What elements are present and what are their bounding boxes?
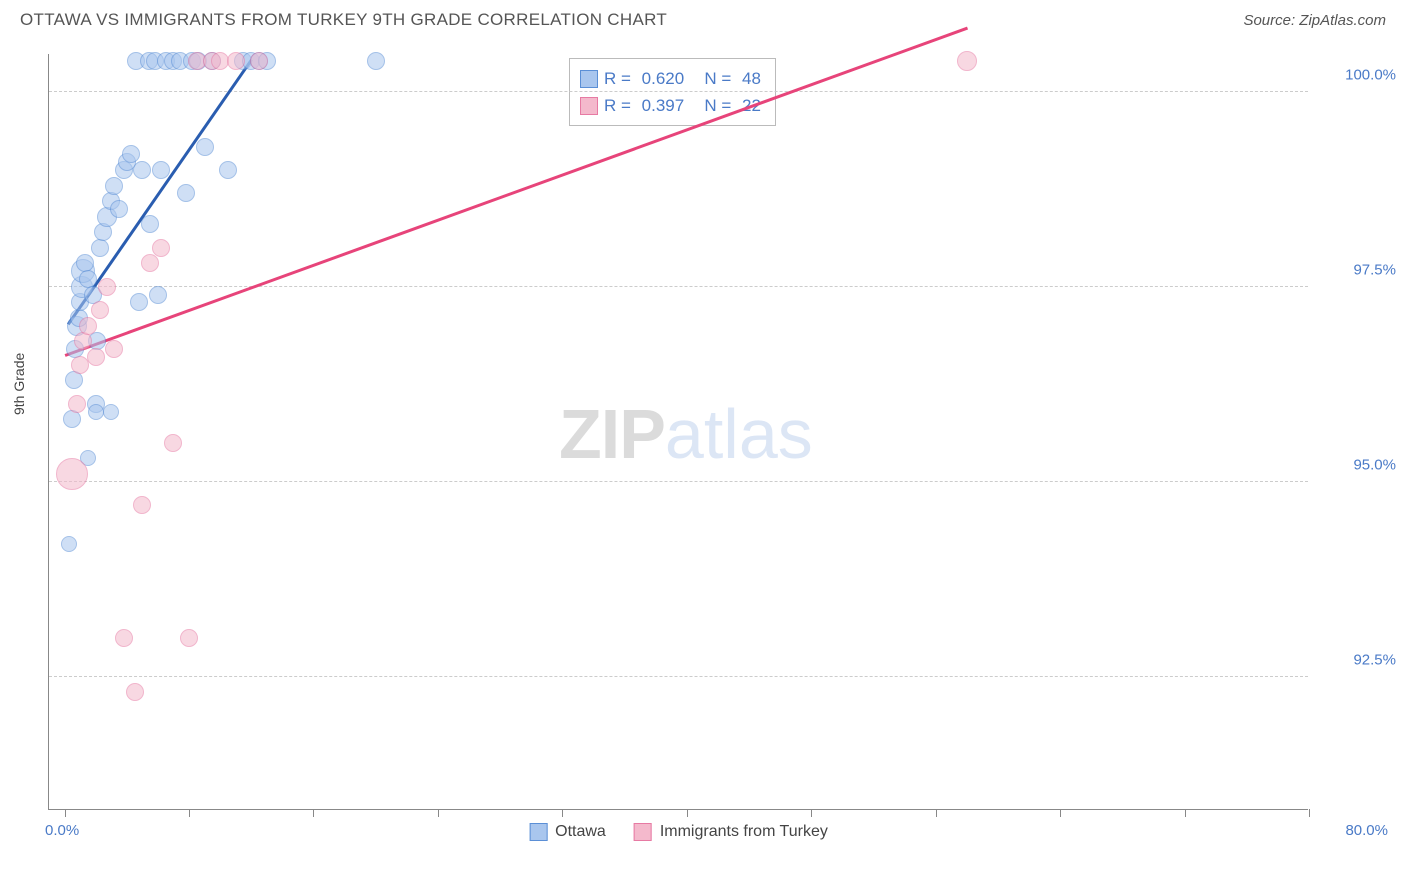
data-point xyxy=(219,161,237,179)
data-point xyxy=(133,161,151,179)
y-tick-label: 95.0% xyxy=(1353,456,1396,473)
x-tick xyxy=(438,809,439,817)
data-point xyxy=(164,434,182,452)
data-point xyxy=(63,410,81,428)
data-point xyxy=(115,629,133,647)
data-point xyxy=(65,371,83,389)
data-point xyxy=(196,138,214,156)
data-point xyxy=(126,683,144,701)
data-point xyxy=(74,332,92,350)
data-point xyxy=(105,340,123,358)
gridline xyxy=(49,481,1308,482)
legend-r-label: R = xyxy=(604,65,636,92)
bottom-legend: Ottawa Immigrants from Turkey xyxy=(529,823,828,841)
legend-row-turkey: R = 0.397 N = 22 xyxy=(580,92,761,119)
data-point xyxy=(122,145,140,163)
source-attribution: Source: ZipAtlas.com xyxy=(1243,12,1386,29)
data-point xyxy=(367,52,385,70)
bottom-legend-turkey: Immigrants from Turkey xyxy=(634,823,828,841)
data-point xyxy=(177,184,195,202)
data-point xyxy=(91,239,109,257)
data-point xyxy=(141,215,159,233)
watermark: ZIPatlas xyxy=(559,394,813,474)
data-point xyxy=(130,293,148,311)
bottom-legend-label: Immigrants from Turkey xyxy=(660,823,828,841)
data-point xyxy=(56,458,88,490)
data-point xyxy=(68,395,86,413)
x-axis-start-label: 0.0% xyxy=(45,822,79,839)
data-point xyxy=(103,404,119,420)
legend-r-value: 0.397 xyxy=(642,92,685,119)
legend-row-ottawa: R = 0.620 N = 48 xyxy=(580,65,761,92)
trend-line xyxy=(64,27,967,357)
gridline xyxy=(49,286,1308,287)
watermark-zip: ZIP xyxy=(559,395,665,473)
data-point xyxy=(105,177,123,195)
gridline xyxy=(49,91,1308,92)
legend-swatch-turkey xyxy=(580,97,598,115)
gridline xyxy=(49,676,1308,677)
x-tick xyxy=(562,809,563,817)
data-point xyxy=(152,239,170,257)
bottom-swatch-turkey xyxy=(634,823,652,841)
y-tick-label: 97.5% xyxy=(1353,261,1396,278)
bottom-legend-ottawa: Ottawa xyxy=(529,823,606,841)
data-point xyxy=(250,52,268,70)
data-point xyxy=(133,496,151,514)
data-point xyxy=(957,51,977,71)
legend-r-value: 0.620 xyxy=(642,65,685,92)
x-tick xyxy=(65,809,66,817)
x-tick xyxy=(1060,809,1061,817)
x-tick xyxy=(1185,809,1186,817)
x-tick xyxy=(811,809,812,817)
x-tick xyxy=(1309,809,1310,817)
y-tick-label: 100.0% xyxy=(1345,66,1396,83)
y-axis-title: 9th Grade xyxy=(11,352,27,414)
data-point xyxy=(227,52,245,70)
chart-title: OTTAWA VS IMMIGRANTS FROM TURKEY 9TH GRA… xyxy=(20,10,667,30)
data-point xyxy=(110,200,128,218)
bottom-swatch-ottawa xyxy=(529,823,547,841)
legend-n-label: N = xyxy=(690,65,736,92)
chart-header: OTTAWA VS IMMIGRANTS FROM TURKEY 9TH GRA… xyxy=(0,0,1406,34)
x-tick xyxy=(189,809,190,817)
data-point xyxy=(152,161,170,179)
y-tick-label: 92.5% xyxy=(1353,651,1396,668)
data-point xyxy=(91,301,109,319)
x-tick xyxy=(687,809,688,817)
x-axis-end-label: 80.0% xyxy=(1345,822,1388,839)
data-point xyxy=(79,317,97,335)
data-point xyxy=(180,629,198,647)
legend-stats-box: R = 0.620 N = 48 R = 0.397 N = 22 xyxy=(569,58,776,126)
bottom-legend-label: Ottawa xyxy=(555,823,606,841)
data-point xyxy=(61,536,77,552)
x-tick xyxy=(313,809,314,817)
data-point xyxy=(98,278,116,296)
data-point xyxy=(87,348,105,366)
scatter-chart: 9th Grade ZIPatlas R = 0.620 N = 48 R = … xyxy=(48,54,1308,810)
data-point xyxy=(88,404,104,420)
legend-r-label: R = xyxy=(604,92,636,119)
legend-n-value: 48 xyxy=(742,65,761,92)
data-point xyxy=(149,286,167,304)
x-tick xyxy=(936,809,937,817)
watermark-atlas: atlas xyxy=(665,395,813,473)
data-point xyxy=(141,254,159,272)
legend-swatch-ottawa xyxy=(580,70,598,88)
